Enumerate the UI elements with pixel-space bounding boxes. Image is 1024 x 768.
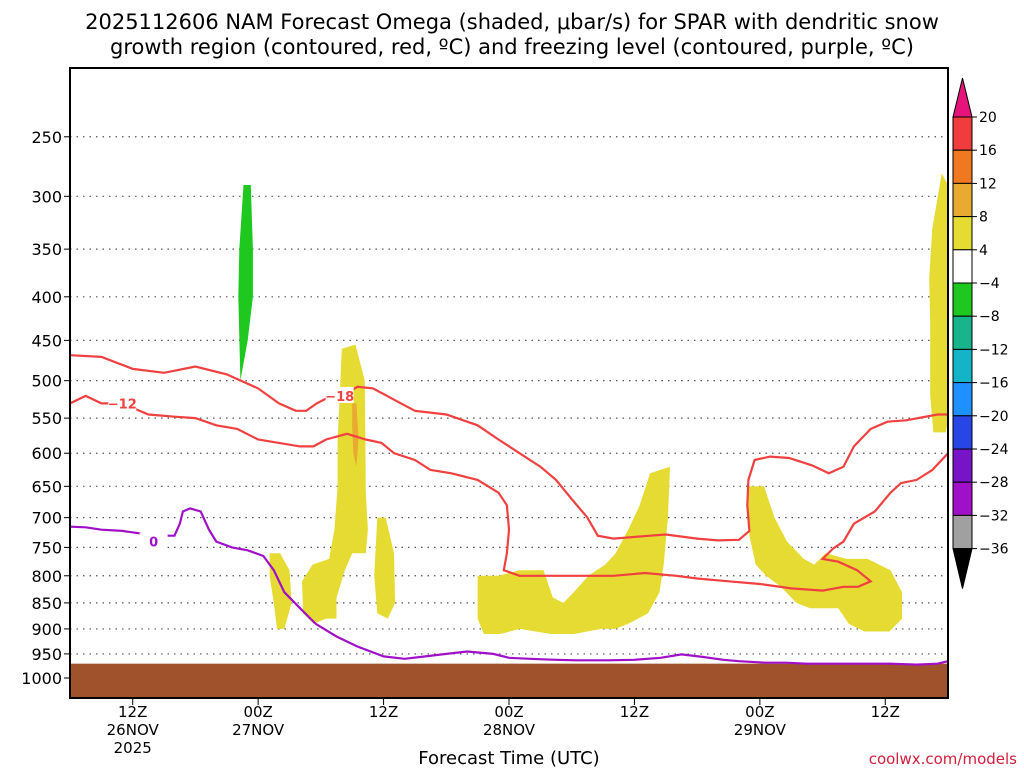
colorbar-bin	[952, 249, 973, 284]
y-tick-label: 450	[31, 331, 62, 350]
y-tick-label: 300	[31, 187, 62, 206]
x-tick-label: 28NOV	[483, 721, 536, 739]
y-tick-label: 400	[31, 288, 62, 307]
y-axis-ticks: 250 300 350 400 450 500 550 600 650 700 750 800 850 9…	[21, 128, 70, 688]
contour-label: −12	[108, 397, 137, 412]
colorbar-bin	[952, 514, 973, 550]
colorbar-bottom-triangle	[952, 548, 973, 589]
colorbar-bin	[952, 415, 973, 450]
colorbar-label: −16	[979, 376, 1009, 392]
contour-label: −18	[325, 390, 354, 405]
colorbar: 20 16 12 8 4 −4 −8 −12 −16 −20 −24 −28 −32 −36	[952, 77, 1009, 589]
y-tick-label: 850	[31, 594, 62, 613]
colorbar-bin	[952, 282, 973, 317]
colorbar-bin	[952, 448, 973, 483]
y-tick-label: 500	[31, 372, 62, 391]
colorbar-bin	[952, 182, 973, 218]
x-tick-label: 00Z	[494, 703, 523, 721]
y-tick-label: 800	[31, 567, 62, 586]
contour-label-bg	[139, 532, 168, 549]
x-tick-label: 12Z	[118, 703, 147, 721]
colorbar-bin	[952, 382, 973, 417]
contour-label-bg	[108, 394, 137, 411]
y-tick-label: 650	[31, 477, 62, 496]
x-axis-label: Forecast Time (UTC)	[418, 748, 599, 768]
colorbar-label: −12	[979, 342, 1009, 358]
x-tick-label: 00Z	[243, 703, 272, 721]
y-tick-label: 600	[31, 444, 62, 463]
omega-shade-region	[352, 403, 359, 467]
contours: −18 −12 0	[69, 354, 949, 666]
contour-line	[69, 394, 949, 592]
x-tick-label: 12Z	[620, 703, 649, 721]
x-tick-label: 29NOV	[734, 721, 787, 739]
colorbar-label: 20	[979, 110, 997, 126]
ground	[70, 663, 948, 698]
omega-shade-region	[238, 185, 253, 381]
omega-shade-region	[302, 344, 368, 624]
colorbar-label: −28	[979, 475, 1009, 491]
x-tick-label: 00Z	[745, 703, 774, 721]
omega-shade-region	[374, 517, 396, 619]
y-tick-label: 700	[31, 509, 62, 528]
colorbar-label: 16	[979, 143, 997, 159]
colorbar-label: −4	[979, 276, 1000, 292]
chart-title-line2: growth region (contoured, red, ºC) and f…	[110, 35, 914, 59]
omega-shade-region	[929, 173, 948, 433]
credit-text: coolwx.com/models	[869, 750, 1017, 768]
ground-fill	[70, 663, 948, 698]
colorbar-bin	[952, 481, 973, 516]
colorbar-label: 8	[979, 210, 988, 226]
chart-title-line1: 2025112606 NAM Forecast Omega (shaded, μ…	[85, 10, 939, 34]
x-tick-label: 12Z	[871, 703, 900, 721]
y-tick-label: 550	[31, 409, 62, 428]
colorbar-bin	[952, 315, 973, 350]
colorbar-bin	[952, 149, 973, 184]
colorbar-bin	[952, 116, 973, 151]
x-tick-label: 26NOV	[107, 721, 160, 739]
contour-label-bg	[325, 386, 354, 403]
omega-shade-region	[477, 466, 670, 634]
contour-label: 0	[149, 536, 158, 551]
y-tick-label: 750	[31, 538, 62, 557]
colorbar-label: 4	[979, 243, 988, 259]
colorbar-bin	[952, 348, 973, 384]
colorbar-label: −20	[979, 409, 1009, 425]
y-tick-label: 250	[31, 128, 62, 147]
colorbar-label: −36	[979, 542, 1009, 558]
colorbar-top-triangle	[952, 77, 973, 118]
x-tick-label: 27NOV	[232, 721, 285, 739]
x-tick-label: 12Z	[369, 703, 398, 721]
y-tick-label: 900	[31, 620, 62, 639]
colorbar-label: 12	[979, 176, 997, 192]
colorbar-label: −24	[979, 442, 1009, 458]
y-tick-label: 950	[31, 645, 62, 664]
x-tick-label: 2025	[114, 739, 152, 757]
colorbar-label: −32	[979, 508, 1009, 524]
colorbar-label: −8	[979, 309, 1000, 325]
contour-line	[69, 354, 948, 542]
y-tick-label: 1000	[21, 669, 62, 688]
plot-area: −18 −12 0	[69, 67, 949, 699]
colorbar-bin	[952, 216, 973, 251]
y-tick-label: 350	[31, 240, 62, 259]
contour-line	[69, 507, 949, 666]
